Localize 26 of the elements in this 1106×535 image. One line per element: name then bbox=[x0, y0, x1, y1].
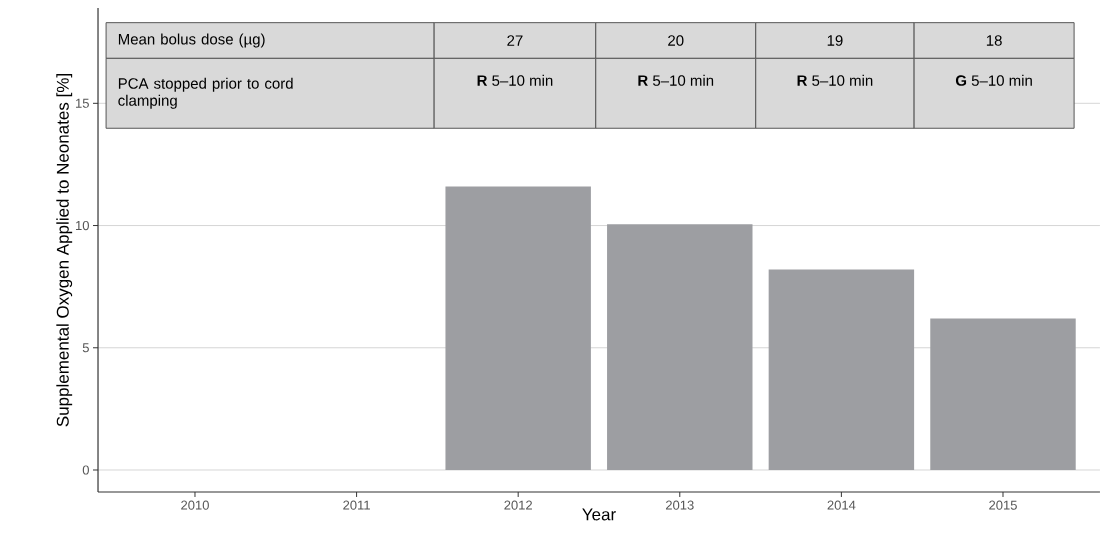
y-tick-label: 10 bbox=[76, 220, 89, 231]
bar bbox=[607, 224, 753, 470]
annotation: R 5–10 min bbox=[797, 74, 873, 86]
bar bbox=[445, 186, 591, 470]
x-tick-label: 2013 bbox=[665, 500, 694, 510]
annotation: R 5–10 min bbox=[638, 74, 714, 86]
annotation: G 5–10 min bbox=[955, 74, 1032, 86]
annotation: PCA stopped prior to cord clamping bbox=[118, 77, 293, 109]
x-tick-label: 2011 bbox=[343, 500, 370, 510]
annotation: R 5–10 min bbox=[477, 74, 553, 86]
x-tick-label: 2014 bbox=[827, 500, 856, 510]
y-tick-label: 5 bbox=[82, 343, 89, 353]
x-tick-label: 2012 bbox=[504, 500, 532, 510]
y-tick-label: 0 bbox=[82, 465, 89, 475]
bar bbox=[768, 269, 915, 470]
y-axis-title: Supplemental Oxygen Applied to Neonates [%] bbox=[56, 74, 73, 427]
annotation: 19 bbox=[827, 35, 843, 46]
x-axis-title: Year bbox=[582, 508, 616, 521]
bar bbox=[930, 318, 1076, 470]
annotation: 20 bbox=[668, 35, 684, 46]
annotation: 27 bbox=[507, 35, 523, 46]
y-tick-label: 15 bbox=[76, 98, 89, 108]
annotation: Mean bolus dose (µg) bbox=[118, 33, 265, 48]
x-tick-label: 2010 bbox=[181, 500, 209, 510]
x-tick-label: 2015 bbox=[989, 500, 1017, 510]
annotation: 18 bbox=[986, 35, 1002, 46]
